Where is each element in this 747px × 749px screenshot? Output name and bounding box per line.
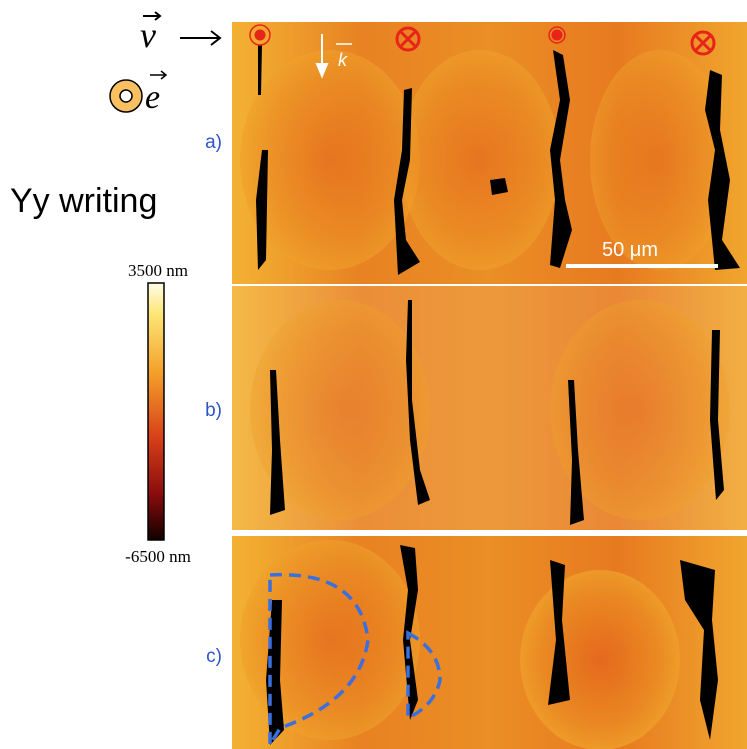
panel-images: [232, 22, 747, 749]
dashed-outlines: [268, 572, 442, 749]
colorbar-min: -6500 nm: [125, 547, 191, 566]
colorbar: [147, 282, 165, 541]
panel-label: b): [205, 400, 222, 421]
scale-label: 50 μm: [602, 239, 658, 261]
v-arrows: [143, 11, 222, 46]
k-symbol: k: [338, 50, 348, 70]
panel-label: a): [205, 132, 222, 153]
panel-label: c): [206, 646, 222, 667]
e-symbol: e: [145, 79, 160, 116]
e-dot: [119, 89, 133, 103]
e-arrow: [150, 70, 168, 80]
polarization-markers: [249, 24, 716, 56]
v-symbol: v: [140, 15, 156, 55]
colorbar-max: 3500 nm: [128, 261, 188, 280]
tracks: [256, 45, 740, 745]
k-arrow: [315, 34, 352, 79]
title: Yy writing: [10, 182, 157, 220]
